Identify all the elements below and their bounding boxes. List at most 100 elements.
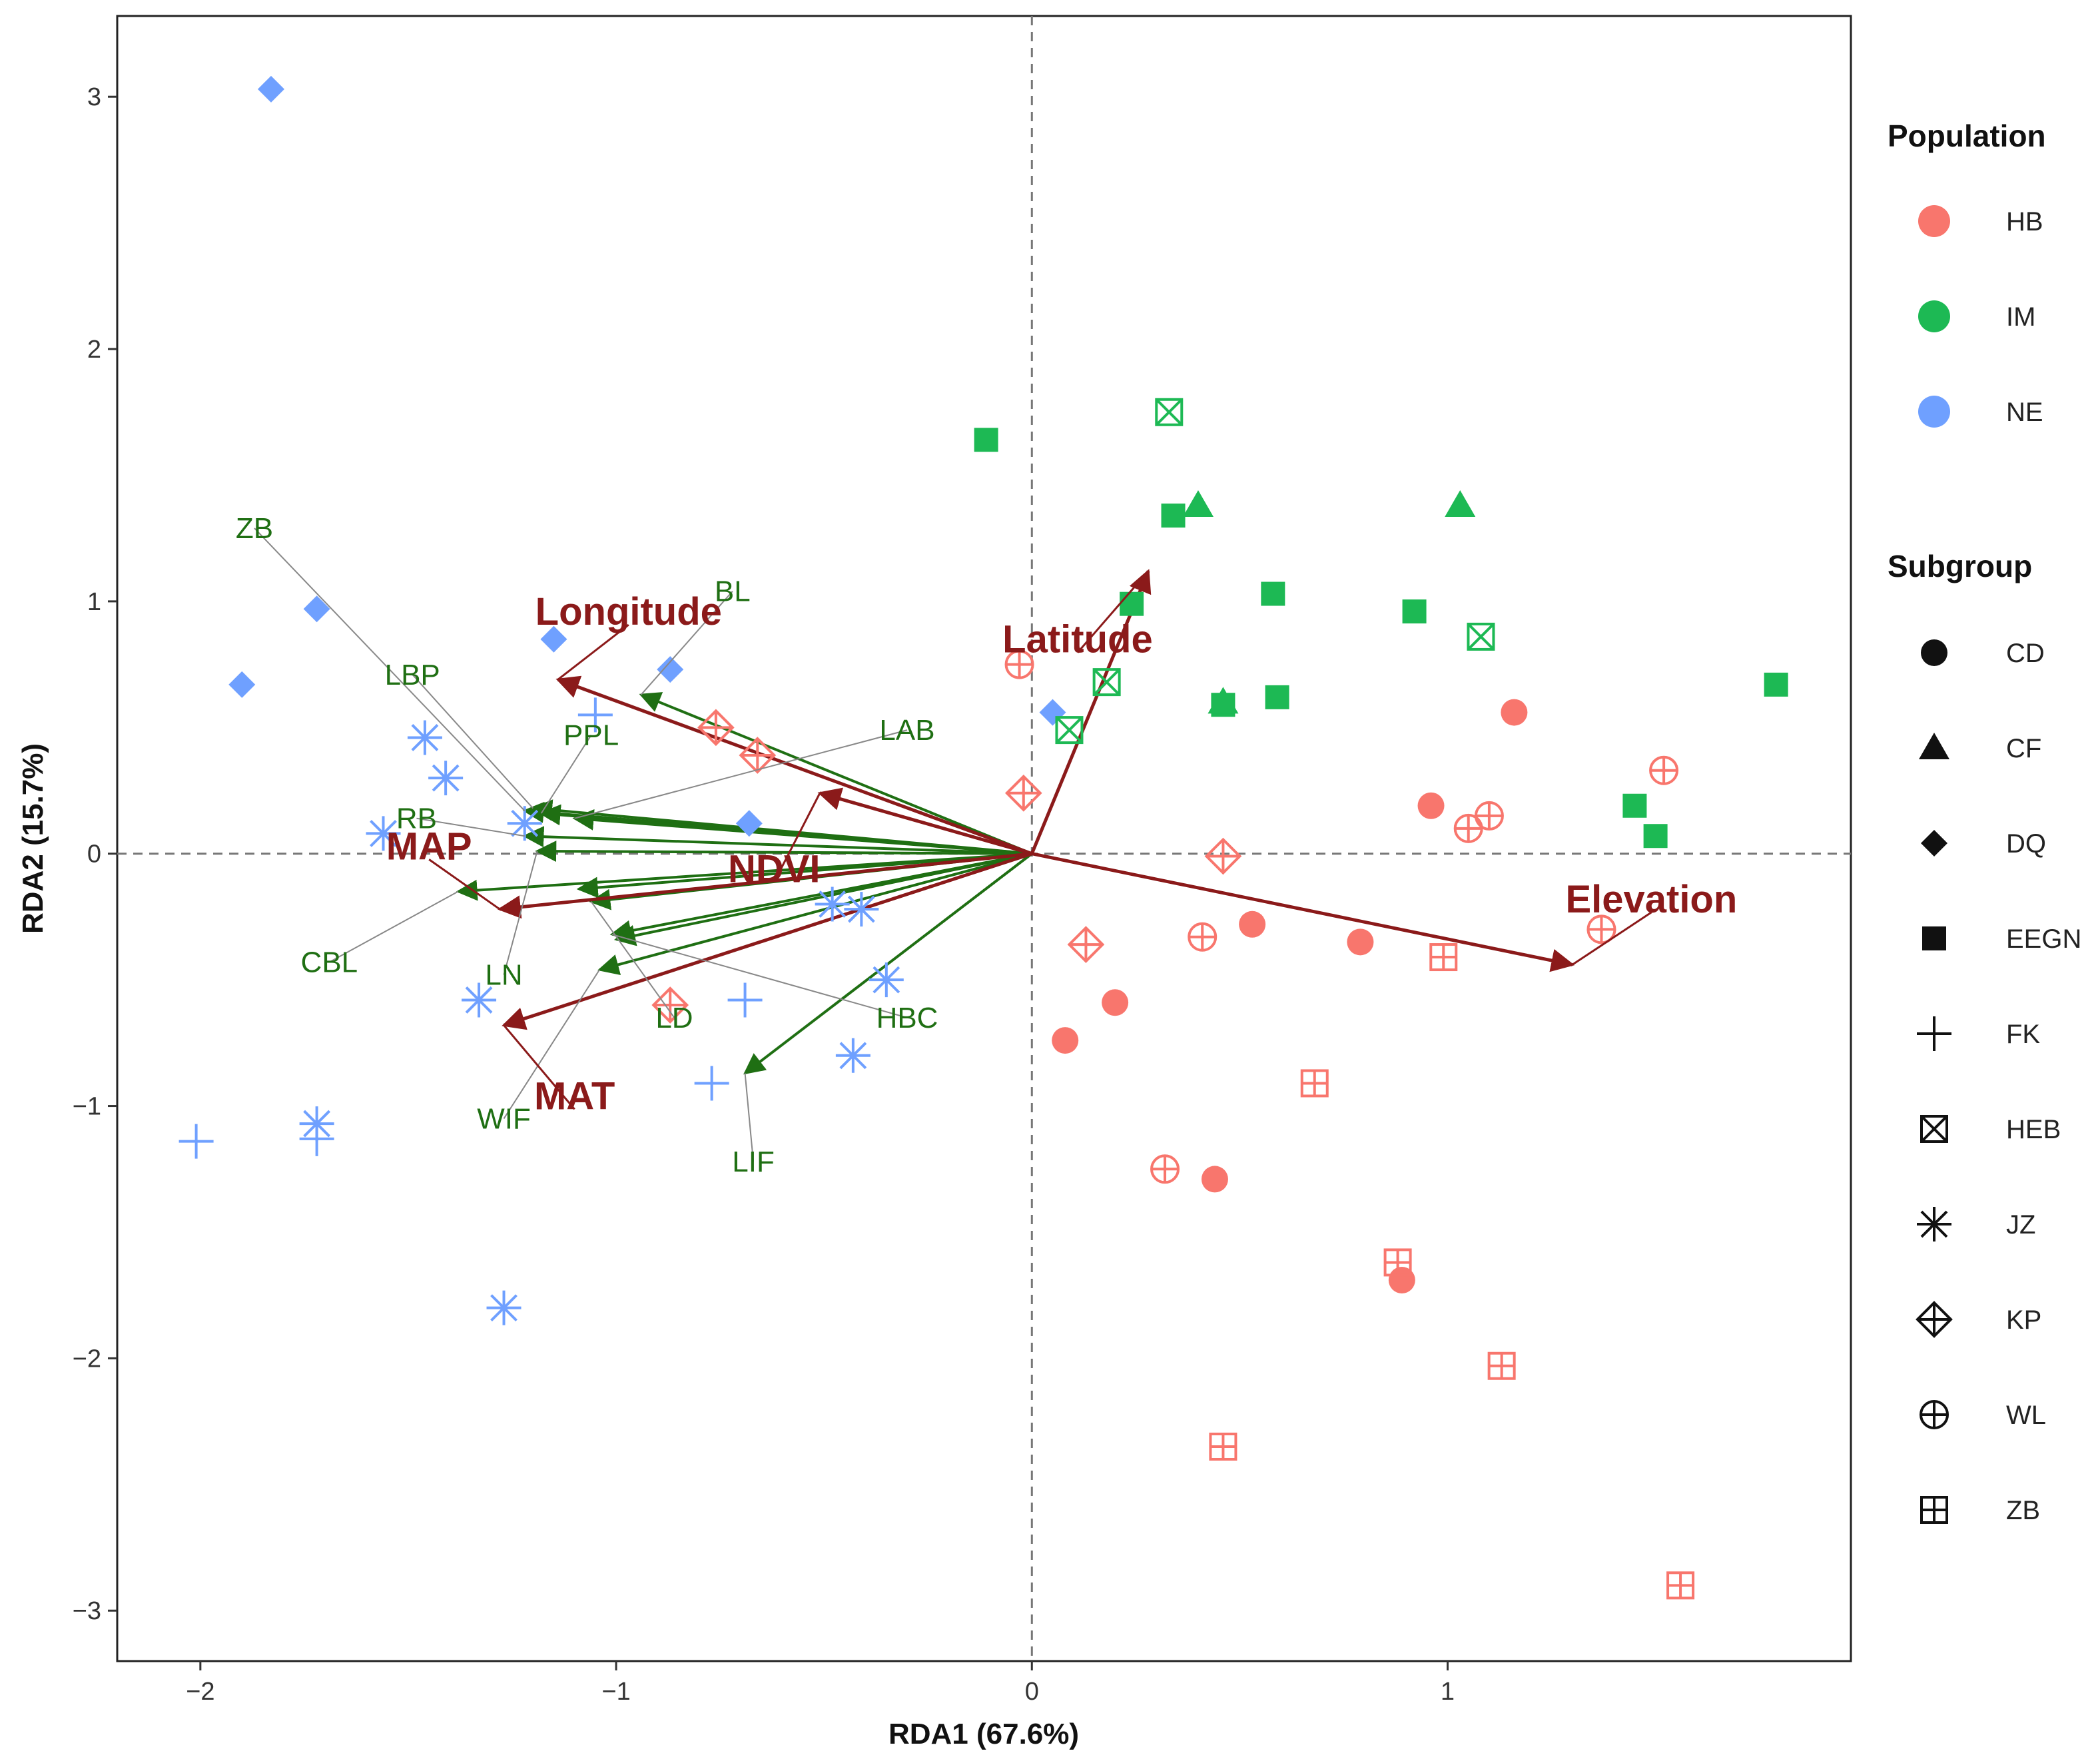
trait-arrow-unlabeled xyxy=(576,852,1032,898)
point-ne-jz xyxy=(428,761,464,796)
trait-leader-ln xyxy=(503,851,538,975)
point-im-heb xyxy=(1155,398,1184,426)
trait-arrow-rb xyxy=(522,826,1032,855)
env-label-ndvi: NDVI xyxy=(728,847,821,890)
point-wl-plus xyxy=(1921,1401,1947,1428)
x-tick-label: 1 xyxy=(1441,1678,1455,1706)
point-eegn xyxy=(1161,504,1186,528)
point-im-eegn xyxy=(1402,599,1427,624)
point-hb-cd xyxy=(1388,1266,1415,1293)
point-hb-cd xyxy=(1201,1166,1228,1193)
point-jz xyxy=(407,720,442,755)
point-heb-cross xyxy=(1920,1115,1948,1143)
x-tick-label: −1 xyxy=(601,1678,630,1706)
y-tick-label: 3 xyxy=(87,83,101,111)
point-heb-cross xyxy=(1093,668,1121,696)
point-hb-cd xyxy=(1501,699,1528,726)
env-label-mat: MAT xyxy=(534,1074,615,1118)
y-tick-label: 1 xyxy=(87,588,101,616)
point-cd xyxy=(1388,1266,1415,1293)
point-ne-fk xyxy=(577,697,613,733)
point-eegn xyxy=(1922,926,1946,950)
point-hb-wl xyxy=(1649,755,1679,785)
legend-key-hb xyxy=(1918,205,1950,237)
point-im-cf xyxy=(1182,490,1214,517)
point-hb-cd xyxy=(1052,1027,1079,1054)
trait-label-rb: RB xyxy=(396,803,437,835)
env-leader-mat xyxy=(503,1024,575,1110)
trait-leader-rb xyxy=(416,817,525,837)
trait-arrow-ln xyxy=(535,841,1032,863)
point-ne-fk xyxy=(178,1124,214,1159)
point-hb-zb xyxy=(1383,1248,1412,1277)
point-wl-plus xyxy=(1152,1156,1179,1183)
y-tick-label: 0 xyxy=(87,841,101,869)
point-ne-jz xyxy=(407,720,442,755)
point-eegn xyxy=(1643,824,1668,849)
point-wl-plus xyxy=(1189,923,1216,950)
trait-label-bl: BL xyxy=(715,575,751,608)
point-ne-jz xyxy=(844,892,879,927)
point-im-eegn xyxy=(1764,672,1788,697)
point-heb-box xyxy=(1055,716,1084,745)
point-ne-jz xyxy=(462,982,497,1018)
point-cd xyxy=(1417,792,1445,819)
legend-key-ne xyxy=(1918,396,1950,428)
point-heb-box xyxy=(1467,622,1495,651)
point-zb-plus xyxy=(1431,944,1457,970)
trait-arrow-wif xyxy=(597,852,1032,975)
y-tick-label: −3 xyxy=(73,1597,101,1625)
x-axis-ticks: −2 −1 0 1 xyxy=(186,1661,1455,1706)
point-ne-dq xyxy=(657,656,684,683)
point-im-cf xyxy=(1445,490,1476,517)
point-dq xyxy=(735,810,763,837)
point-eegn xyxy=(1402,599,1427,624)
legend-key-fk xyxy=(1917,1016,1951,1051)
point-heb-box xyxy=(1920,1115,1948,1143)
point-jz xyxy=(366,816,401,851)
legend-population-title: Population xyxy=(1888,119,2046,153)
point-kp-plus xyxy=(1918,1303,1951,1336)
point-cd xyxy=(1501,699,1528,726)
point-kp-plus xyxy=(741,738,775,772)
point-cd xyxy=(1052,1027,1079,1054)
point-zb-plus xyxy=(1385,1249,1411,1275)
point-eegn xyxy=(1120,591,1144,616)
point-hb-zb xyxy=(1487,1351,1516,1380)
point-hb-wl xyxy=(1188,922,1218,952)
point-ne-dq xyxy=(735,810,763,837)
point-hb-cd xyxy=(1417,792,1445,819)
point-fk xyxy=(694,1066,729,1101)
point-hb-wl xyxy=(1453,813,1483,843)
point-jz xyxy=(462,982,497,1018)
point-cd xyxy=(1347,928,1374,956)
legend-label-fk: FK xyxy=(2006,1020,2040,1049)
env-vectors xyxy=(497,569,1575,1030)
trait-label-ppl: PPL xyxy=(563,719,619,752)
legend-key-im xyxy=(1918,300,1950,332)
point-eegn xyxy=(1265,685,1289,709)
point-hb-cd xyxy=(1102,989,1129,1016)
point-dq xyxy=(540,625,567,653)
point-heb-box xyxy=(1092,668,1121,697)
point-eegn xyxy=(1764,672,1788,697)
point-hb-kp xyxy=(697,709,735,747)
point-hb-cd xyxy=(1347,928,1374,956)
env-arrow-mat xyxy=(502,852,1033,1030)
point-ne-dq xyxy=(540,625,567,653)
legend-subgroup-title: Subgroup xyxy=(1888,549,2032,583)
point-ne-dq xyxy=(303,595,330,623)
trait-leader-zb xyxy=(254,528,525,812)
point-im-eegn xyxy=(974,428,998,452)
point-ne-jz xyxy=(869,962,904,998)
point-heb-cross xyxy=(1467,623,1495,651)
point-kp-plus xyxy=(699,711,733,745)
env-arrow-latitude xyxy=(1030,569,1152,855)
point-im-heb xyxy=(1467,622,1495,651)
point-cf xyxy=(1445,490,1476,517)
point-zb-plus xyxy=(1668,1573,1694,1598)
legend-key-dq xyxy=(1921,830,1947,857)
trait-label-lif: LIF xyxy=(732,1146,775,1178)
y-axis-title: RDA2 (15.7%) xyxy=(17,743,49,934)
point-ne-fk xyxy=(694,1066,729,1101)
